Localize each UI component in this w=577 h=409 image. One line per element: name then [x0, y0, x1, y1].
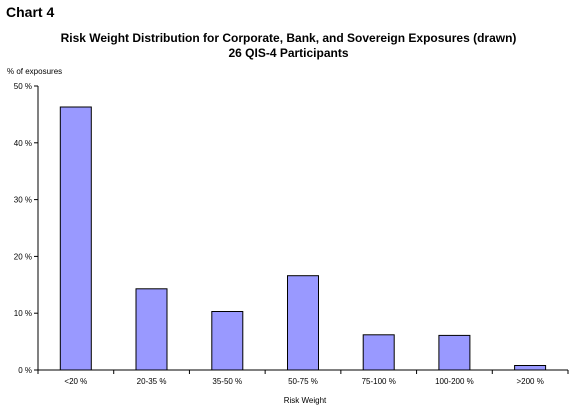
x-tick-label-6: >200 % — [516, 377, 543, 386]
y-tick-label-0: 0 % — [18, 366, 32, 375]
chart-title: Risk Weight Distribution for Corporate, … — [60, 31, 517, 45]
y-axis-label: % of exposures — [7, 67, 62, 76]
bar-0 — [59, 106, 92, 371]
y-tick-label-1: 10 % — [14, 309, 32, 318]
x-tick-label-0: <20 % — [64, 377, 87, 386]
bar-5 — [438, 334, 471, 371]
bar-1 — [135, 288, 168, 371]
y-tick-label-3: 30 % — [14, 196, 32, 205]
chart-subtitle: 26 QIS-4 Participants — [228, 46, 349, 60]
bar-4 — [362, 334, 395, 371]
y-tick-label-5: 50 % — [14, 82, 32, 91]
y-tick-label-2: 20 % — [14, 252, 32, 261]
x-tick-label-3: 50-75 % — [288, 377, 318, 386]
bar-6 — [514, 365, 547, 371]
y-tick-label-4: 40 % — [14, 139, 32, 148]
bar-3 — [287, 275, 319, 371]
chart-number-label: Chart 4 — [6, 4, 55, 20]
x-tick-label-2: 35-50 % — [212, 377, 242, 386]
bar-2 — [211, 311, 244, 371]
x-axis-label: Risk Weight — [284, 396, 327, 405]
x-tick-label-5: 100-200 % — [435, 377, 474, 386]
x-tick-label-1: 20-35 % — [137, 377, 167, 386]
x-tick-label-4: 75-100 % — [362, 377, 396, 386]
